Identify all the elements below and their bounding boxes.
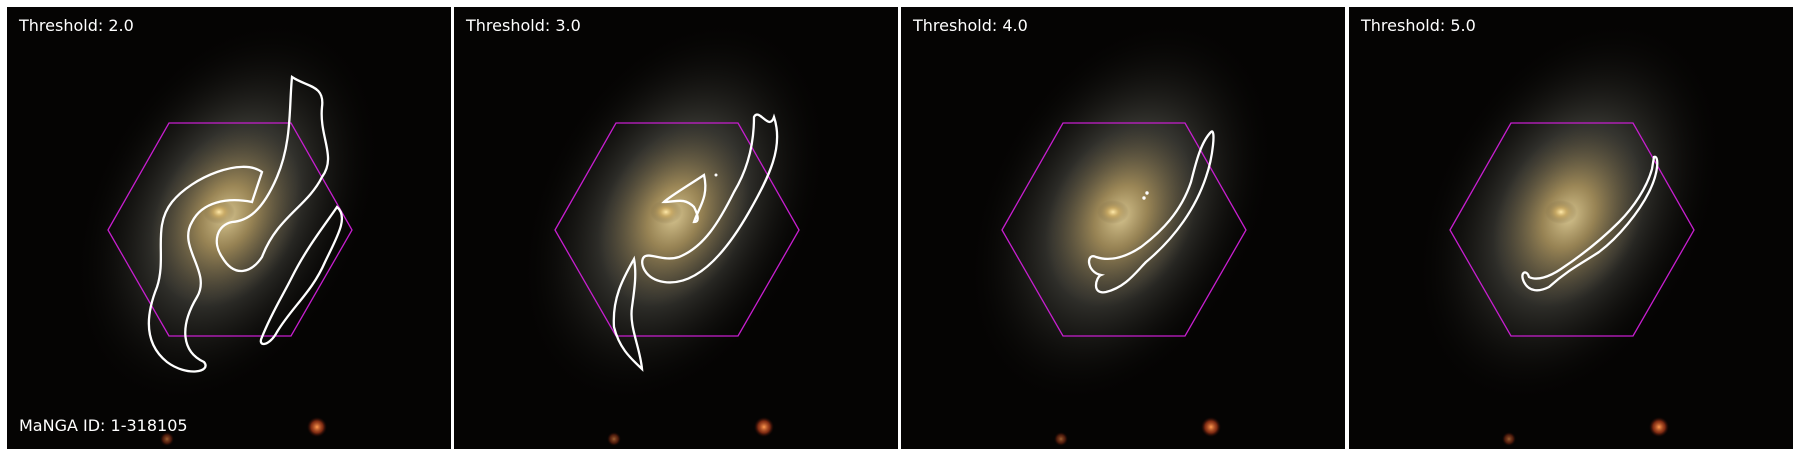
galaxy-image	[967, 20, 1275, 446]
foreground-star	[1649, 417, 1669, 437]
ifu-hexagon	[1449, 122, 1695, 337]
contour	[259, 205, 344, 346]
galaxy-image	[520, 20, 828, 446]
contour	[714, 173, 718, 177]
contour	[215, 74, 330, 273]
foreground-star	[607, 432, 621, 446]
contour	[612, 255, 644, 372]
foreground-star	[754, 417, 774, 437]
contour	[1145, 191, 1149, 195]
image-panel-threshold-4: Threshold: 4.0	[901, 7, 1345, 449]
foreground-star	[160, 432, 174, 446]
contour	[641, 113, 779, 284]
galaxy-core	[1097, 200, 1129, 224]
threshold-label: Threshold: 4.0	[913, 16, 1028, 35]
ifu-hexagon	[1001, 122, 1247, 337]
galaxy-core	[650, 200, 682, 224]
galaxy-core	[1545, 200, 1577, 224]
foreground-star	[307, 417, 327, 437]
contour	[661, 173, 707, 224]
foreground-star	[1201, 417, 1221, 437]
ifu-hexagon	[107, 122, 353, 337]
foreground-star	[1502, 432, 1516, 446]
image-panel-threshold-3: Threshold: 3.0	[454, 7, 898, 449]
threshold-label: Threshold: 2.0	[19, 16, 134, 35]
manga-id-label: MaNGA ID: 1-318105	[19, 416, 188, 435]
image-panel-threshold-5: Threshold: 5.0	[1349, 7, 1793, 449]
galaxy-image	[1415, 20, 1723, 446]
contour	[1087, 130, 1215, 294]
contour	[147, 165, 264, 373]
threshold-label: Threshold: 5.0	[1361, 16, 1476, 35]
galaxy-core	[203, 200, 235, 224]
foreground-star	[1054, 432, 1068, 446]
galaxy-image	[73, 20, 381, 446]
image-panel-threshold-2: Threshold: 2.0 MaNGA ID: 1-318105	[7, 7, 451, 449]
threshold-label: Threshold: 3.0	[466, 16, 581, 35]
contour	[1521, 155, 1659, 292]
contour	[1142, 196, 1146, 200]
